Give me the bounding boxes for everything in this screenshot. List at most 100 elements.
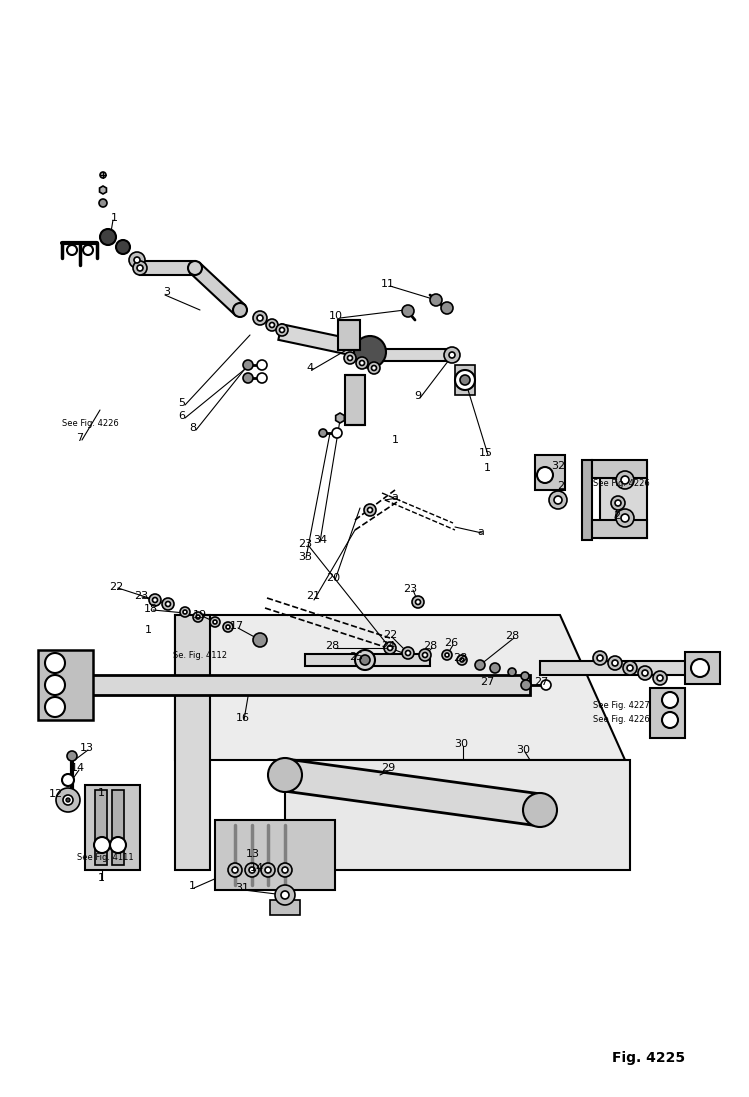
Circle shape [387,645,392,651]
Circle shape [66,798,70,802]
Circle shape [162,598,174,610]
Circle shape [223,622,233,632]
Text: 18: 18 [144,604,158,614]
Circle shape [183,610,187,614]
Text: 5: 5 [178,398,186,408]
Text: 2: 2 [613,511,621,521]
Circle shape [508,668,516,676]
Text: 26: 26 [444,638,458,648]
Text: 27: 27 [480,677,494,687]
Circle shape [166,601,171,607]
Polygon shape [175,615,210,870]
Circle shape [537,467,553,483]
Circle shape [100,172,106,178]
Text: 30: 30 [516,745,530,755]
Circle shape [642,670,648,676]
Circle shape [475,660,485,670]
Bar [582,460,592,540]
Text: 20: 20 [326,573,340,583]
Text: 14: 14 [71,764,85,773]
Polygon shape [600,462,647,538]
Circle shape [257,315,263,321]
Circle shape [554,496,562,504]
Text: 29: 29 [381,764,395,773]
Circle shape [442,651,452,660]
Circle shape [368,508,372,512]
Circle shape [372,365,377,371]
Circle shape [233,303,247,317]
Circle shape [384,642,396,654]
Text: 22: 22 [109,583,123,592]
Text: 1: 1 [97,788,105,798]
Text: 7: 7 [76,433,84,443]
Polygon shape [175,615,625,760]
Circle shape [266,319,278,331]
Circle shape [83,245,93,255]
Bar [283,759,542,826]
Circle shape [521,672,529,680]
Text: 32: 32 [551,461,565,471]
Text: See Fig. 4111: See Fig. 4111 [77,853,133,862]
Text: 11: 11 [381,279,395,289]
Text: 16: 16 [236,713,250,723]
Bar [592,520,647,538]
Text: 28: 28 [325,641,339,651]
Circle shape [149,593,161,606]
Circle shape [268,758,302,792]
Text: 24: 24 [381,641,395,651]
Circle shape [597,655,603,661]
Text: Fig. 4225: Fig. 4225 [612,1051,685,1065]
Bar [305,654,430,666]
Circle shape [196,615,200,619]
Text: See Fig. 4226: See Fig. 4226 [62,418,119,428]
Circle shape [249,867,255,873]
Circle shape [455,370,475,391]
Text: 28: 28 [423,641,437,651]
Text: 21: 21 [306,591,320,601]
Circle shape [265,867,271,873]
Circle shape [45,675,65,695]
Circle shape [616,509,634,527]
Circle shape [523,793,557,827]
Circle shape [621,476,629,484]
Text: 23: 23 [298,539,312,548]
Circle shape [356,357,368,369]
Circle shape [100,229,116,245]
Bar [112,790,124,866]
Text: 1: 1 [111,213,118,223]
Text: 22: 22 [383,630,397,640]
Text: 2: 2 [557,480,565,491]
Text: 10: 10 [329,312,343,321]
Circle shape [243,373,253,383]
Text: a: a [392,491,398,502]
Polygon shape [100,186,106,194]
Circle shape [355,651,375,670]
Circle shape [276,324,288,336]
Circle shape [133,261,147,275]
Text: 34: 34 [313,535,327,545]
Circle shape [116,240,130,255]
Circle shape [253,633,267,647]
Circle shape [360,361,365,365]
Text: 17: 17 [230,621,244,631]
Circle shape [627,665,633,671]
Circle shape [416,599,420,604]
Circle shape [319,429,327,437]
Bar [38,651,93,720]
Circle shape [638,666,652,680]
Polygon shape [285,760,630,870]
Circle shape [364,504,376,516]
Circle shape [445,653,449,657]
Circle shape [193,612,203,622]
Text: 13: 13 [246,849,260,859]
Text: 1: 1 [97,873,105,883]
Circle shape [45,653,65,672]
Circle shape [348,355,353,361]
Text: a: a [478,527,485,538]
Circle shape [253,312,267,325]
Circle shape [270,323,274,328]
Bar [380,349,450,361]
Text: 1: 1 [392,436,398,445]
Circle shape [282,867,288,873]
Circle shape [368,362,380,374]
